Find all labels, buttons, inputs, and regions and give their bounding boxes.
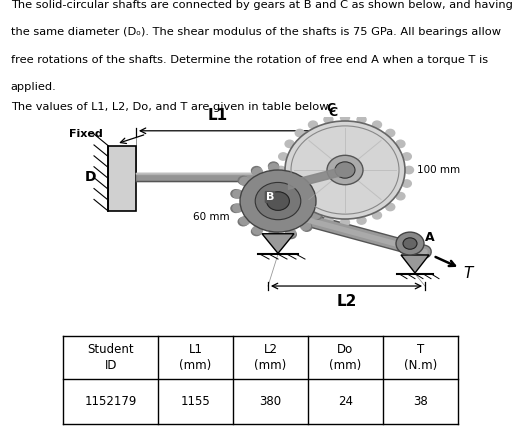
Circle shape <box>309 121 318 129</box>
Circle shape <box>253 226 262 234</box>
Circle shape <box>233 204 243 212</box>
Circle shape <box>286 165 296 173</box>
Circle shape <box>238 218 248 226</box>
Circle shape <box>403 238 417 249</box>
Circle shape <box>301 222 311 230</box>
Text: C: C <box>329 107 338 120</box>
Text: 60 mm: 60 mm <box>193 212 230 222</box>
Circle shape <box>269 230 279 239</box>
Text: 38: 38 <box>413 395 427 408</box>
Circle shape <box>240 170 316 232</box>
Circle shape <box>295 129 304 137</box>
Circle shape <box>253 168 262 176</box>
Text: L2
(mm): L2 (mm) <box>254 343 287 372</box>
Circle shape <box>285 140 294 148</box>
Circle shape <box>285 193 294 200</box>
Circle shape <box>286 229 296 237</box>
Circle shape <box>240 216 250 225</box>
Text: D: D <box>84 170 96 184</box>
Text: Student
ID: Student ID <box>88 343 134 372</box>
Text: the same diameter (Dₒ). The shear modulus of the shafts is 75 GPa. All bearings : the same diameter (Dₒ). The shear modulu… <box>11 27 501 38</box>
Circle shape <box>396 193 405 200</box>
Circle shape <box>252 227 261 236</box>
Circle shape <box>269 162 278 170</box>
Circle shape <box>312 183 322 191</box>
Text: L1: L1 <box>208 108 228 123</box>
Circle shape <box>277 166 286 174</box>
Circle shape <box>386 129 395 137</box>
Circle shape <box>301 172 311 180</box>
Circle shape <box>314 197 324 205</box>
Text: 1155: 1155 <box>181 395 210 408</box>
Circle shape <box>231 190 241 198</box>
Text: C: C <box>327 102 336 115</box>
Circle shape <box>402 180 412 187</box>
Bar <box>108 145 136 211</box>
Circle shape <box>267 192 289 210</box>
Circle shape <box>327 155 363 185</box>
Circle shape <box>340 219 349 226</box>
Circle shape <box>302 171 312 179</box>
Circle shape <box>255 182 301 220</box>
Circle shape <box>405 166 414 174</box>
Text: A: A <box>425 230 435 243</box>
Circle shape <box>233 190 243 198</box>
Text: T
(N.m): T (N.m) <box>404 343 437 372</box>
Circle shape <box>311 183 320 191</box>
Circle shape <box>238 176 248 184</box>
Circle shape <box>240 177 250 185</box>
Circle shape <box>295 204 304 211</box>
Circle shape <box>357 116 366 123</box>
Circle shape <box>309 212 318 219</box>
Circle shape <box>311 210 320 219</box>
Text: 100 mm: 100 mm <box>417 165 460 175</box>
Circle shape <box>269 232 278 240</box>
Text: The values of L1, L2, Do, and T are given in table below.: The values of L1, L2, Do, and T are give… <box>11 102 331 112</box>
Text: free rotations of the shafts. Determine the rotation of free end A when a torque: free rotations of the shafts. Determine … <box>11 55 488 65</box>
Circle shape <box>340 114 349 121</box>
Circle shape <box>324 116 333 123</box>
Circle shape <box>231 204 241 213</box>
Circle shape <box>286 164 296 172</box>
Circle shape <box>312 211 322 220</box>
Text: 1152179: 1152179 <box>84 395 137 408</box>
Circle shape <box>396 232 424 255</box>
Text: Fixed: Fixed <box>69 129 103 139</box>
Polygon shape <box>401 255 429 273</box>
Text: L1
(mm): L1 (mm) <box>179 343 212 372</box>
Text: applied.: applied. <box>11 82 56 92</box>
Circle shape <box>402 153 412 160</box>
Polygon shape <box>262 234 294 253</box>
Circle shape <box>396 140 405 148</box>
Circle shape <box>285 121 405 219</box>
Circle shape <box>269 164 279 172</box>
Circle shape <box>316 197 326 205</box>
Text: T: T <box>464 266 473 281</box>
Circle shape <box>252 167 261 175</box>
Circle shape <box>373 121 381 129</box>
Circle shape <box>357 217 366 224</box>
Text: The solid-circular shafts are connected by gears at B and C as shown below, and : The solid-circular shafts are connected … <box>11 0 512 10</box>
Text: L2: L2 <box>336 294 357 309</box>
Circle shape <box>279 180 288 187</box>
Circle shape <box>302 223 312 231</box>
Circle shape <box>279 153 288 160</box>
Circle shape <box>335 162 355 178</box>
Circle shape <box>386 204 395 211</box>
Text: B: B <box>266 192 274 202</box>
Circle shape <box>373 212 381 219</box>
Text: 24: 24 <box>338 395 353 408</box>
Text: 380: 380 <box>260 395 281 408</box>
Text: Do
(mm): Do (mm) <box>329 343 362 372</box>
Circle shape <box>286 230 296 239</box>
Circle shape <box>324 217 333 224</box>
